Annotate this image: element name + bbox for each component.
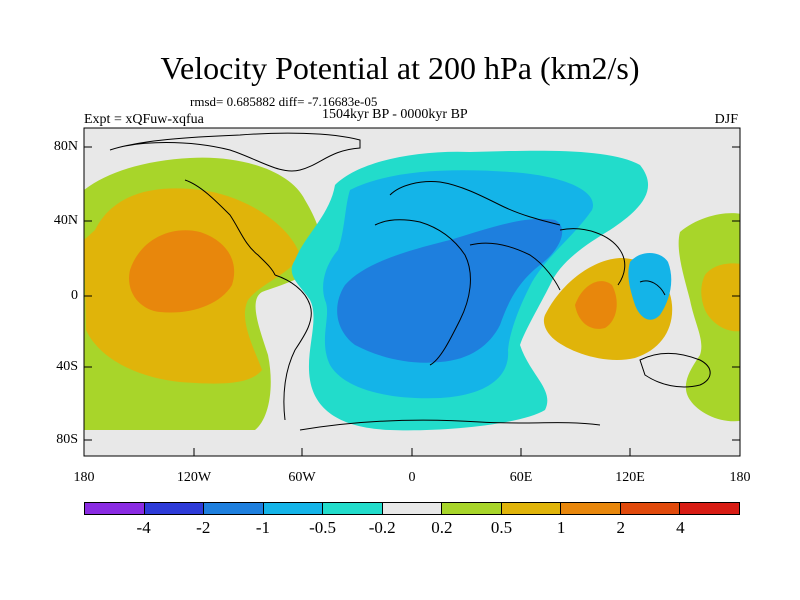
season-label: DJF — [714, 112, 738, 127]
colorbar-label: -0.2 — [368, 518, 396, 537]
colorbar-label: 1 — [556, 518, 566, 537]
lon-label-180-west: 180 — [73, 470, 95, 485]
colorbar-swatch — [204, 503, 264, 514]
colorbar — [84, 502, 740, 515]
colorbar-swatch — [561, 503, 621, 514]
colorbar-swatch — [382, 503, 443, 514]
lon-label-0: 0 — [408, 470, 416, 485]
pacific-positive-max — [129, 230, 235, 313]
africa-negative-max — [337, 218, 563, 363]
period-text: 1504kyr BP - 0000kyr BP — [322, 107, 468, 122]
lat-label-40s: 40S — [56, 359, 78, 374]
colorbar-label: 0.2 — [431, 518, 453, 537]
colorbar-label: -1 — [255, 518, 270, 537]
colorbar-swatch — [263, 503, 324, 514]
maritime-positive-max — [575, 281, 617, 329]
lat-label-40n: 40N — [53, 213, 78, 228]
lat-label-80s: 80S — [56, 432, 78, 447]
lon-label-60e: 60E — [509, 470, 533, 485]
lon-label-60w: 60W — [288, 470, 316, 485]
colorbar-label: -2 — [196, 518, 211, 537]
lon-label-180-east: 180 — [729, 470, 751, 485]
lon-label-120e: 120E — [615, 470, 645, 485]
colorbar-label: 4 — [676, 518, 685, 537]
lon-label-120w: 120W — [176, 470, 212, 485]
lat-label-80n: 80N — [53, 139, 78, 154]
colorbar-label: -0.5 — [309, 518, 336, 537]
colorbar-swatch — [620, 503, 681, 514]
colorbar-swatch — [680, 503, 740, 514]
east-positive-core — [701, 263, 740, 332]
experiment-label: Expt = xQFuw-xqfua — [84, 112, 204, 127]
colorbar-label: 2 — [616, 518, 625, 537]
colorbar-swatch — [323, 503, 383, 514]
west-pacific-blue — [628, 253, 672, 320]
colorbar-label: 0.5 — [490, 518, 513, 537]
colorbar-swatch — [144, 503, 205, 514]
colorbar-swatch — [501, 503, 562, 514]
axis-ticks — [84, 146, 740, 456]
lat-label-0: 0 — [71, 288, 78, 303]
colorbar-swatch — [85, 503, 145, 514]
colorbar-label: -4 — [136, 518, 151, 537]
plot-title: Velocity Potential at 200 hPa (km2/s) — [160, 50, 640, 86]
stats-text: rmsd= 0.685882 diff= -7.16683e-05 — [190, 94, 378, 109]
colorbar-swatch — [442, 503, 502, 514]
coastlines — [109, 132, 711, 431]
